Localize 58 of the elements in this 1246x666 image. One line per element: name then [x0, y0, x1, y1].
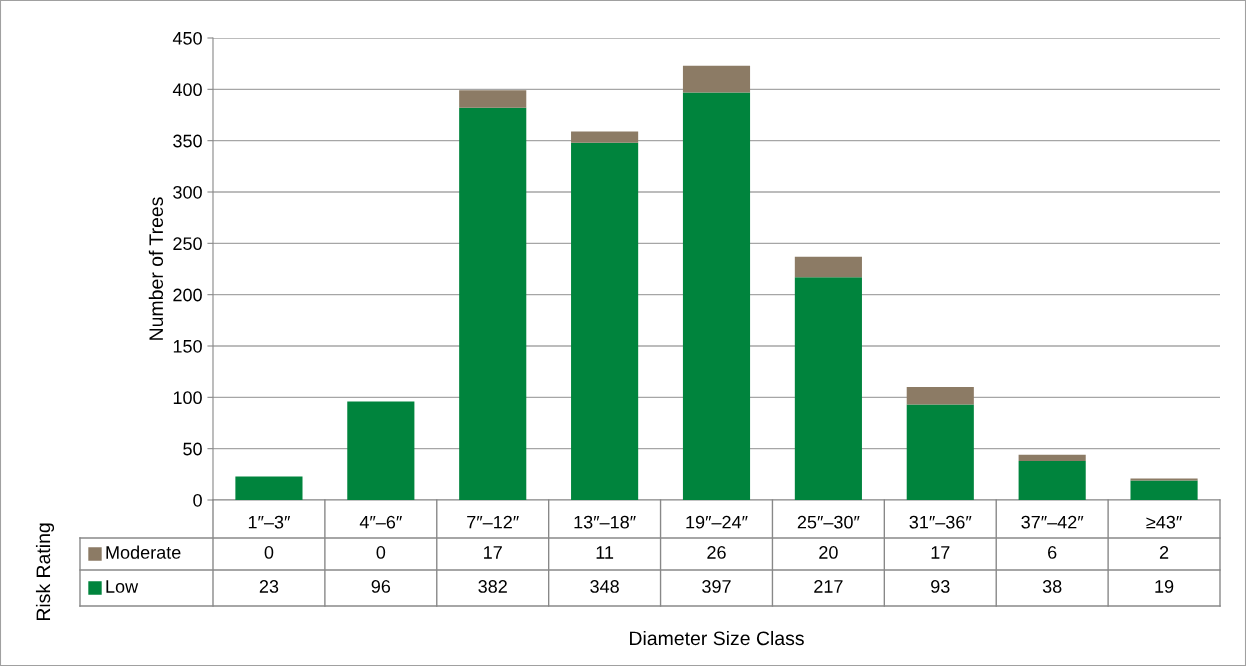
data-label: 96 — [371, 580, 391, 593]
y-tick-label: 100 — [173, 391, 202, 405]
bar — [235, 476, 303, 500]
data-label: 217 — [814, 580, 843, 593]
y-axis-title: Number of Trees — [148, 197, 164, 340]
bar — [906, 404, 974, 500]
data-label: 19 — [1155, 580, 1174, 593]
x-tick-label: 1″–3″ — [248, 515, 291, 529]
y-tick-label: 350 — [173, 134, 202, 148]
y-tick-label: 300 — [173, 185, 202, 199]
bar — [682, 92, 751, 500]
data-label: 6 — [1048, 546, 1057, 559]
legend-label: Low — [106, 580, 139, 593]
bar — [571, 142, 639, 500]
y-tick-label: 200 — [173, 288, 202, 302]
x-tick-label: 25″–30″ — [797, 515, 860, 529]
y-tick-label: 400 — [172, 83, 202, 97]
text: Diameter Size Class — [630, 630, 804, 646]
bar — [459, 107, 527, 500]
data-label: 20 — [819, 546, 838, 559]
bar — [1130, 478, 1198, 481]
x-tick-label: 31″–36″ — [909, 515, 972, 529]
data-label: 0 — [376, 546, 386, 559]
data-label: 0 — [264, 546, 274, 559]
data-label: 38 — [1042, 580, 1062, 593]
y-tick-label: 0 — [193, 493, 202, 507]
bar — [459, 90, 527, 108]
x-tick-label: 37″–42″ — [1021, 515, 1084, 529]
data-label: 93 — [931, 580, 950, 593]
data-label: 26 — [707, 546, 726, 559]
y-tick-label: 150 — [173, 339, 202, 353]
bar — [794, 256, 862, 278]
x-tick-label: 7″–12″ — [467, 515, 519, 529]
bar — [794, 277, 862, 500]
x-tick-label: 13″–18″ — [574, 515, 636, 529]
y-tick-label: 50 — [183, 442, 202, 456]
bar — [682, 65, 751, 93]
y-tick-label: 450 — [172, 31, 202, 45]
data-label: 11 — [596, 546, 614, 559]
bar — [1018, 460, 1086, 500]
x-tick-label: ≥43″ — [1146, 515, 1182, 529]
data-label: 397 — [702, 580, 731, 593]
data-label: 23 — [259, 580, 279, 593]
data-label: 17 — [931, 546, 950, 559]
bar — [906, 387, 974, 405]
bar — [1018, 454, 1086, 461]
legend-title: Risk Rating — [35, 523, 55, 621]
bar — [571, 131, 639, 143]
data-label: 17 — [484, 546, 502, 559]
bar — [347, 401, 415, 500]
x-tick-label: 4″–6″ — [359, 515, 402, 529]
x-tick-label: 19″–24″ — [686, 515, 748, 529]
data-label: 348 — [590, 580, 619, 593]
data-label: 2 — [1159, 546, 1169, 559]
bar — [1130, 480, 1198, 500]
data-label: 382 — [478, 580, 507, 593]
y-tick-label: 250 — [173, 237, 202, 251]
legend-label: Moderate — [106, 545, 181, 559]
